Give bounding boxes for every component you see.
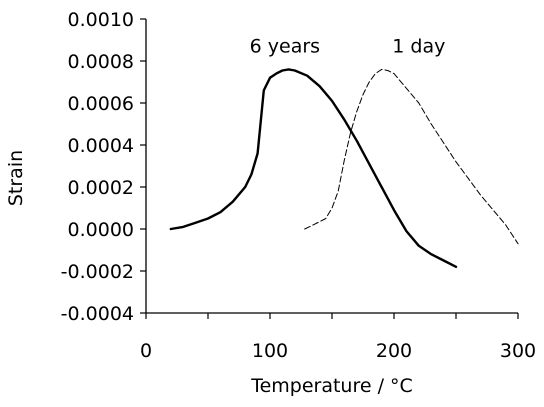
series-line-1-day xyxy=(304,68,519,245)
y-tick-label: -0.0004 xyxy=(61,303,134,325)
series-lines xyxy=(169,68,519,268)
y-tick-label: 0.0006 xyxy=(68,93,134,115)
y-axis-title: Strain xyxy=(5,150,27,206)
x-tick-label: 300 xyxy=(500,340,536,362)
y-tick-label: 0.0010 xyxy=(68,9,134,31)
series-label: 1 day xyxy=(392,36,445,58)
x-tick-label: 0 xyxy=(140,340,152,362)
series-line-6-years xyxy=(169,68,458,268)
x-axis-ticks: 0 100 200 300 xyxy=(140,313,536,362)
y-tick-label: 0.0002 xyxy=(68,177,134,199)
y-tick-label: 0.0000 xyxy=(68,219,134,241)
x-axis-title: Temperature / °C xyxy=(250,375,413,397)
series-label: 6 years xyxy=(250,36,320,58)
series-labels: 6 years 1 day xyxy=(250,36,446,58)
plot-area: 0.0010 0.0008 0.0006 0.0004 0.0002 0.0000 -0.0… xyxy=(61,9,536,362)
y-tick-label: -0.0002 xyxy=(61,261,134,283)
y-axis-ticks: 0.0010 0.0008 0.0006 0.0004 0.0002 0.0000 -0.0… xyxy=(61,9,146,325)
x-tick-label: 100 xyxy=(252,340,288,362)
y-tick-label: 0.0008 xyxy=(68,51,134,73)
y-tick-label: 0.0004 xyxy=(68,135,134,157)
x-tick-label: 200 xyxy=(376,340,412,362)
